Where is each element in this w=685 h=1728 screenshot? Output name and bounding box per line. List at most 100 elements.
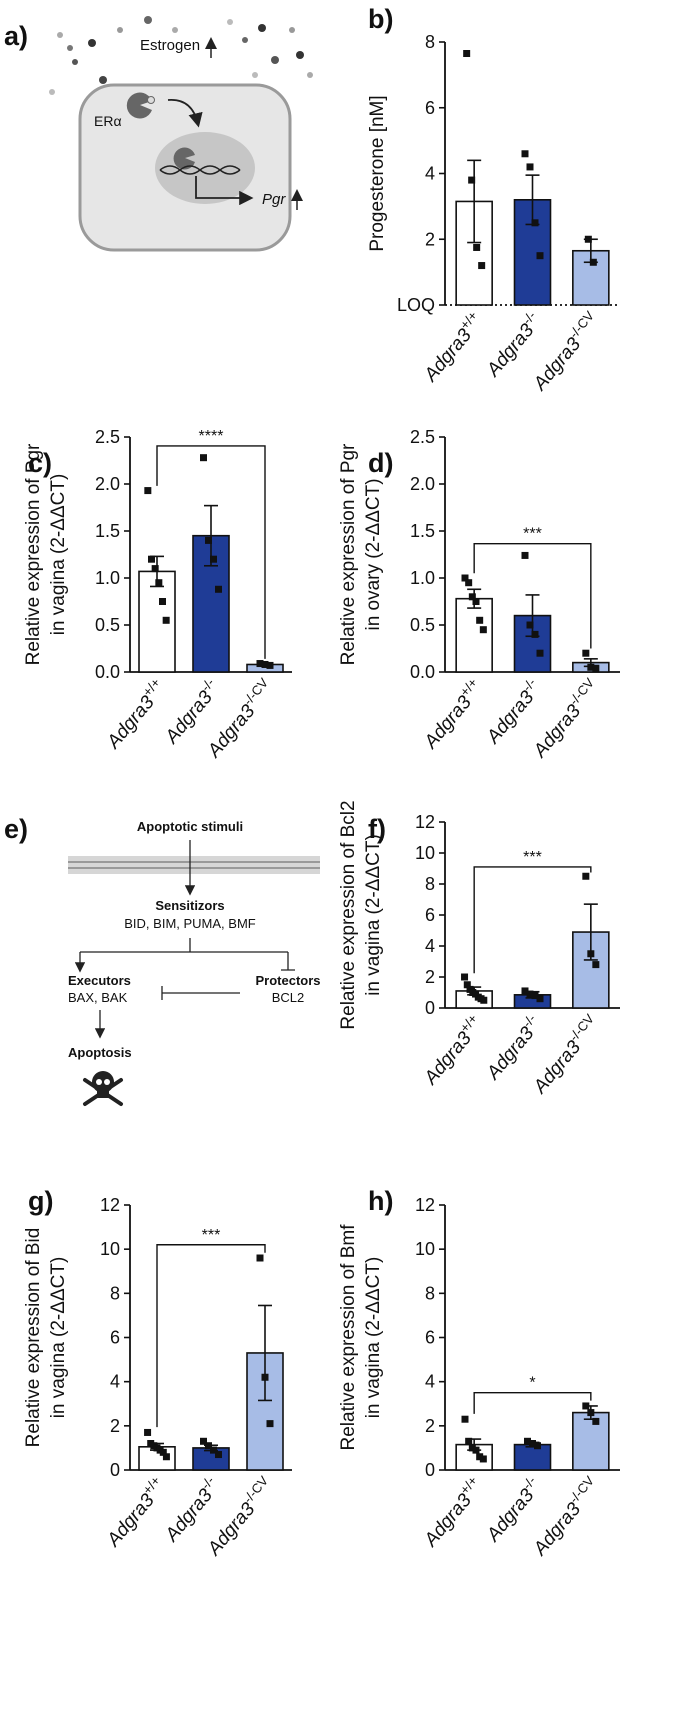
- node-detail: BCL2: [272, 990, 305, 1005]
- x-tick-label: Adgra3+/+: [100, 675, 171, 753]
- data-point: [536, 995, 544, 1003]
- data-point: [531, 992, 539, 1000]
- x-tick-label: Adgra3+/+: [100, 1473, 171, 1551]
- category-name: Adgra3: [161, 687, 217, 749]
- significance-bracket: [156, 1244, 266, 1428]
- x-tick-label: Adgra3-/-: [479, 675, 546, 748]
- y-tick-label: 2: [425, 967, 435, 987]
- category-name: Adgra3: [161, 1485, 217, 1547]
- data-point: [461, 1415, 469, 1423]
- category-name: Adgra3: [529, 1499, 585, 1561]
- y-tick-label: 4: [425, 936, 435, 956]
- y-tick-label: 4: [110, 1372, 120, 1392]
- receptor: [126, 92, 152, 119]
- membrane: [68, 856, 320, 874]
- data-point: [468, 1444, 476, 1452]
- significance-label: *: [529, 1375, 535, 1392]
- data-point: [521, 987, 529, 995]
- y-axis-label: Relative expression of Pgr: [23, 443, 44, 665]
- y-tick-label: 1.0: [95, 568, 120, 588]
- data-point: [266, 661, 274, 669]
- y-tick-label: 1.5: [410, 521, 435, 541]
- y-tick-label: 6: [425, 98, 435, 118]
- x-tick-label: Adgra3-/-: [479, 1011, 546, 1084]
- data-point: [200, 454, 207, 462]
- data-point: [468, 176, 476, 184]
- estrogen-dots: [49, 16, 313, 95]
- node-label: Apoptosis: [68, 1045, 132, 1060]
- significance-label: ***: [523, 526, 542, 543]
- significance-bracket: [473, 542, 592, 649]
- data-point: [468, 593, 476, 601]
- data-point: [261, 660, 269, 668]
- data-point: [584, 235, 592, 243]
- significance-bracket: [156, 445, 266, 659]
- data-point: [589, 258, 597, 266]
- y-tick-label: 0.0: [410, 662, 435, 682]
- data-point: [531, 630, 539, 638]
- connector: [80, 938, 295, 971]
- significance-label: ****: [199, 428, 224, 445]
- y-tick-label: 2: [425, 1416, 435, 1436]
- data-point: [205, 536, 212, 544]
- chart: c)Relative expression of Pgr in vagina (2…: [23, 427, 292, 762]
- data-point: [473, 243, 481, 251]
- node-detail: BID, BIM, PUMA, BMF: [124, 916, 256, 931]
- x-tick-label: Adgra3-/-: [479, 308, 546, 381]
- x-tick-label: Adgra3+/+: [417, 308, 488, 386]
- category-name: Adgra3: [529, 1037, 585, 1099]
- y-axis-label: Progesterone [nM]: [367, 95, 388, 251]
- y-axis-label: in vagina (2-ΔΔCT): [48, 1257, 69, 1419]
- x-tick-label: Adgra3-/-: [479, 1473, 546, 1546]
- x-tick-label: Adgra3-/-CV: [526, 308, 605, 395]
- y-tick-label: 0.5: [410, 615, 435, 635]
- receptor-label: ERα: [94, 113, 122, 129]
- data-point: [210, 555, 217, 563]
- diagram-a: a) Estrogen ERα Pgr: [4, 16, 313, 252]
- y-axis-label: Relative expression of Bcl2: [338, 800, 359, 1029]
- data-point: [215, 1451, 222, 1459]
- data-point: [159, 1448, 167, 1456]
- data-point: [592, 1417, 600, 1425]
- x-tick-label: Adgra3+/+: [417, 675, 488, 753]
- data-point: [480, 996, 488, 1004]
- category-name: Adgra3: [103, 1490, 159, 1552]
- skull-icon: [83, 1071, 123, 1106]
- significance-label: ***: [523, 849, 542, 866]
- y-tick-label: 0.5: [95, 615, 120, 635]
- category-name: Adgra3: [482, 320, 538, 382]
- data-point: [465, 1437, 473, 1445]
- nucleus: [155, 132, 255, 204]
- panel-label: b): [368, 4, 393, 34]
- diagram-e: e) Apoptotic stimuli Sensitizors BID, BI…: [4, 814, 321, 1106]
- y-tick-label: 0: [425, 998, 435, 1018]
- category-name: Adgra3: [482, 1485, 538, 1547]
- data-point: [151, 565, 159, 573]
- data-point: [536, 649, 544, 657]
- y-tick-label: 6: [425, 1328, 435, 1348]
- y-tick-label: 2.5: [410, 427, 435, 447]
- chart: h) Relative expression of Bmf in vagina (2…: [338, 1186, 620, 1560]
- y-tick-label: 8: [425, 874, 435, 894]
- inhibition: [161, 986, 240, 1000]
- node-label: Sensitizors: [155, 898, 224, 913]
- y-tick-label: 0: [425, 1460, 435, 1480]
- data-point: [215, 585, 222, 593]
- bar: [513, 1443, 552, 1471]
- data-point: [472, 598, 480, 605]
- data-point: [205, 1442, 212, 1450]
- estrogen-label: Estrogen: [140, 37, 200, 54]
- y-tick-label: 12: [415, 1195, 435, 1215]
- significance-bracket: [473, 866, 592, 974]
- data-point: [476, 616, 484, 624]
- y-tick-label: 12: [100, 1195, 120, 1215]
- node-label: Apoptotic stimuli: [137, 819, 243, 834]
- category-name: Adgra3: [529, 334, 585, 396]
- category-superscript: -/-CV: [566, 1011, 597, 1044]
- data-point: [582, 649, 590, 657]
- panel-label: f): [368, 814, 386, 844]
- category-name: Adgra3: [103, 692, 159, 754]
- data-point: [582, 1402, 590, 1410]
- y-tick-label: 8: [425, 1283, 435, 1303]
